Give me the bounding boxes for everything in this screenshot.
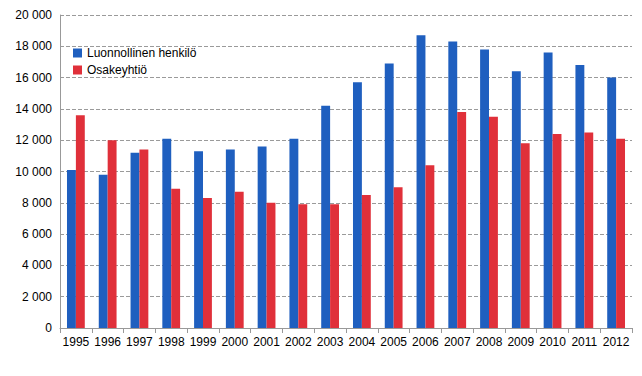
svg-text:2005: 2005 bbox=[380, 335, 407, 349]
svg-text:1997: 1997 bbox=[126, 335, 153, 349]
svg-text:2007: 2007 bbox=[444, 335, 471, 349]
svg-text:6 000: 6 000 bbox=[22, 227, 52, 241]
svg-text:2010: 2010 bbox=[539, 335, 566, 349]
svg-text:2009: 2009 bbox=[507, 335, 534, 349]
svg-text:0: 0 bbox=[45, 321, 52, 335]
svg-text:2002: 2002 bbox=[285, 335, 312, 349]
svg-text:1998: 1998 bbox=[158, 335, 185, 349]
svg-text:12 000: 12 000 bbox=[15, 133, 52, 147]
svg-text:Osakeyhtiö: Osakeyhtiö bbox=[87, 63, 147, 77]
svg-text:Luonnollinen henkilö: Luonnollinen henkilö bbox=[87, 46, 197, 60]
svg-text:2003: 2003 bbox=[317, 335, 344, 349]
svg-text:10 000: 10 000 bbox=[15, 165, 52, 179]
svg-text:14 000: 14 000 bbox=[15, 102, 52, 116]
svg-text:8 000: 8 000 bbox=[22, 196, 52, 210]
svg-text:2 000: 2 000 bbox=[22, 290, 52, 304]
svg-text:2006: 2006 bbox=[412, 335, 439, 349]
svg-text:2001: 2001 bbox=[253, 335, 280, 349]
svg-text:2012: 2012 bbox=[603, 335, 630, 349]
svg-text:20 000: 20 000 bbox=[15, 8, 52, 22]
svg-text:4 000: 4 000 bbox=[22, 258, 52, 272]
svg-text:2008: 2008 bbox=[476, 335, 503, 349]
svg-text:1996: 1996 bbox=[94, 335, 121, 349]
svg-text:2004: 2004 bbox=[349, 335, 376, 349]
svg-text:2000: 2000 bbox=[221, 335, 248, 349]
svg-text:18 000: 18 000 bbox=[15, 39, 52, 53]
svg-text:1995: 1995 bbox=[63, 335, 90, 349]
svg-text:16 000: 16 000 bbox=[15, 71, 52, 85]
svg-text:2011: 2011 bbox=[571, 335, 597, 349]
svg-text:1999: 1999 bbox=[190, 335, 217, 349]
